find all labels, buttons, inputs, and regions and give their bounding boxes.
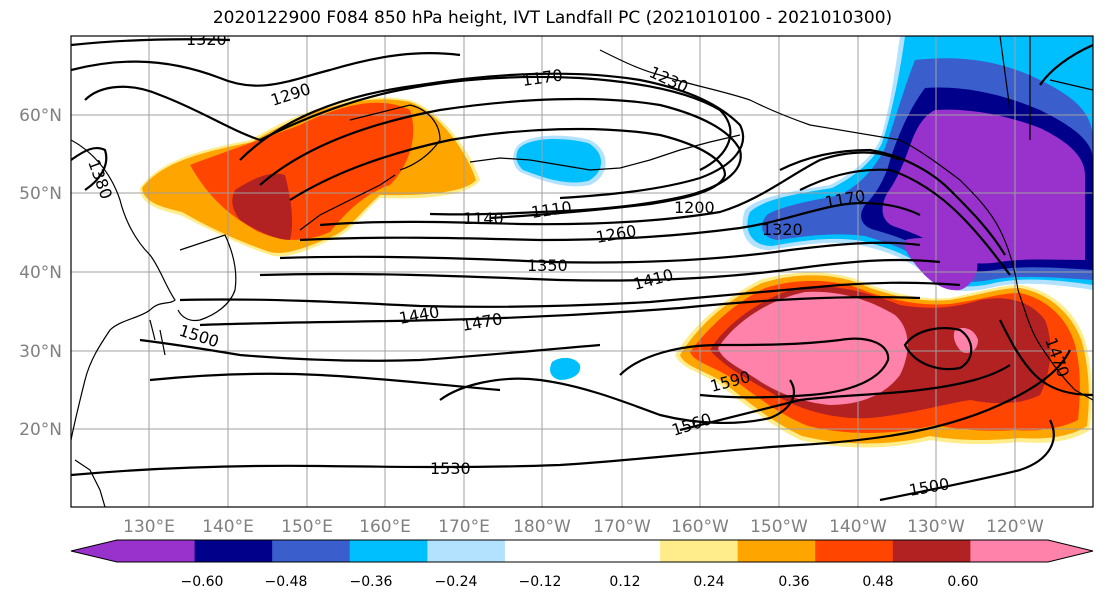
colorbar-tick-label: 0.24 [693,574,724,590]
colorbar-segment [892,540,971,562]
contour-1500-left [139,338,601,362]
colorbar-tick-label: −0.48 [265,574,308,590]
colorbar-tick-label: 0.36 [778,574,809,590]
colorbar-tick-label: −0.12 [519,574,562,590]
lon-label: 160°E [359,517,411,537]
colorbar-segment [117,540,196,562]
contour-1350 [279,241,921,264]
colorbar-segment [504,540,583,562]
colorbar-segment [349,540,428,562]
lon-label: 150°W [750,517,808,537]
ivt-shading [140,36,1093,448]
contour-1590-inner-loop [903,327,973,371]
contour-1530-left [149,372,501,392]
contour-label: 1140 [463,209,504,228]
colorbar-tick-label: −0.24 [435,574,478,590]
contour-ne-2 [799,168,1011,276]
longitude-labels: 130°E 140°E 150°E 160°E 170°E 180°W 170°… [123,517,1044,537]
lon-label: 130°E [123,517,175,537]
coast-namerica [1017,289,1093,401]
contour-1260 [299,201,921,242]
map-frame [70,35,1094,508]
lon-label: 180°W [513,517,571,537]
figure-title: 2020122900 F084 850 hPa height, IVT Land… [212,8,893,28]
colorbar-segment [737,540,816,562]
coast-asia [71,139,176,441]
lat-label: 30°N [19,342,62,362]
colorbar-tick-label: 0.12 [609,574,640,590]
colorbar-segment [815,540,894,562]
contour-1320-top [71,38,231,47]
contour-label: 1320 [186,30,227,49]
contour-label: 1350 [527,256,568,275]
lat-label: 20°N [19,420,62,440]
contour-1290 [71,52,461,87]
colorbar-segment [427,540,506,562]
contour-label: 1200 [674,198,715,217]
contour-1500-bottom [879,419,1055,502]
lat-label: 60°N [19,106,62,126]
colorbar-outline [70,539,1094,563]
contour-1380 [71,146,108,191]
colorbar-extend-low [71,540,117,562]
colorbar-extend-high [1048,540,1093,562]
colorbar-segments [70,539,1094,563]
contour-1200 [319,151,901,227]
colorbar-tick-label: −0.60 [181,574,224,590]
colorbar-segment [194,540,273,562]
lon-label: 170°W [593,517,651,537]
coast-kuril [299,174,396,231]
colorbar-segment [970,540,1049,562]
shade-ne-purple-lower [904,238,978,291]
colorbar-tick-label: 0.48 [862,574,893,590]
contour-1140 [259,97,742,216]
colorbar-segment [660,540,739,562]
shade-se-pink [718,291,908,405]
colorbar-segment [272,540,351,562]
lon-label: 130°W [907,517,965,537]
colorbar-tick-label: −0.36 [350,574,393,590]
shade-nw-darkred [232,173,293,240]
lon-label: 140°W [829,517,887,537]
contour-label: 1530 [430,459,471,478]
contour-1470-right [999,319,1093,397]
shade-ne-purple [882,109,1085,264]
colorbar-segment [582,540,661,562]
height-contours [71,38,1093,502]
shade-small-blob [550,357,581,380]
contour-1560-lower [679,364,1011,432]
lat-label: 40°N [19,263,62,283]
contour-ne-3 [1039,43,1093,86]
contour-1470 [199,296,921,327]
lon-label: 120°W [986,517,1044,537]
contour-1560-loop [439,377,796,425]
graticule [71,36,1093,507]
colorbar-ticks: −0.60 −0.48 −0.36 −0.24 −0.12 0.12 0.24 … [181,574,979,590]
contour-ne-1 [779,148,1006,256]
coast-canada-interior [999,36,1093,140]
contour-1170 [239,72,745,200]
coast-kamchatka [349,104,441,171]
lon-label: 160°W [671,517,729,537]
coastlines [71,36,1093,507]
contour-1410 [259,258,941,282]
coast-japan [177,234,237,322]
lon-label: 150°E [281,517,333,537]
contour-1590-loop [619,337,890,399]
contour-1530 [71,349,1071,477]
lon-label: 170°E [438,517,490,537]
latitude-labels: 60°N 50°N 40°N 30°N 20°N [19,106,62,440]
shade-bering-blue [516,138,602,183]
contour-1440 [179,281,961,308]
contour-label: 1320 [762,220,803,239]
lat-label: 50°N [19,184,62,204]
contour-1110 [289,127,727,220]
lon-label: 140°E [202,517,254,537]
colorbar-tick-label: 0.60 [947,574,978,590]
coast-alaska [599,49,1019,291]
